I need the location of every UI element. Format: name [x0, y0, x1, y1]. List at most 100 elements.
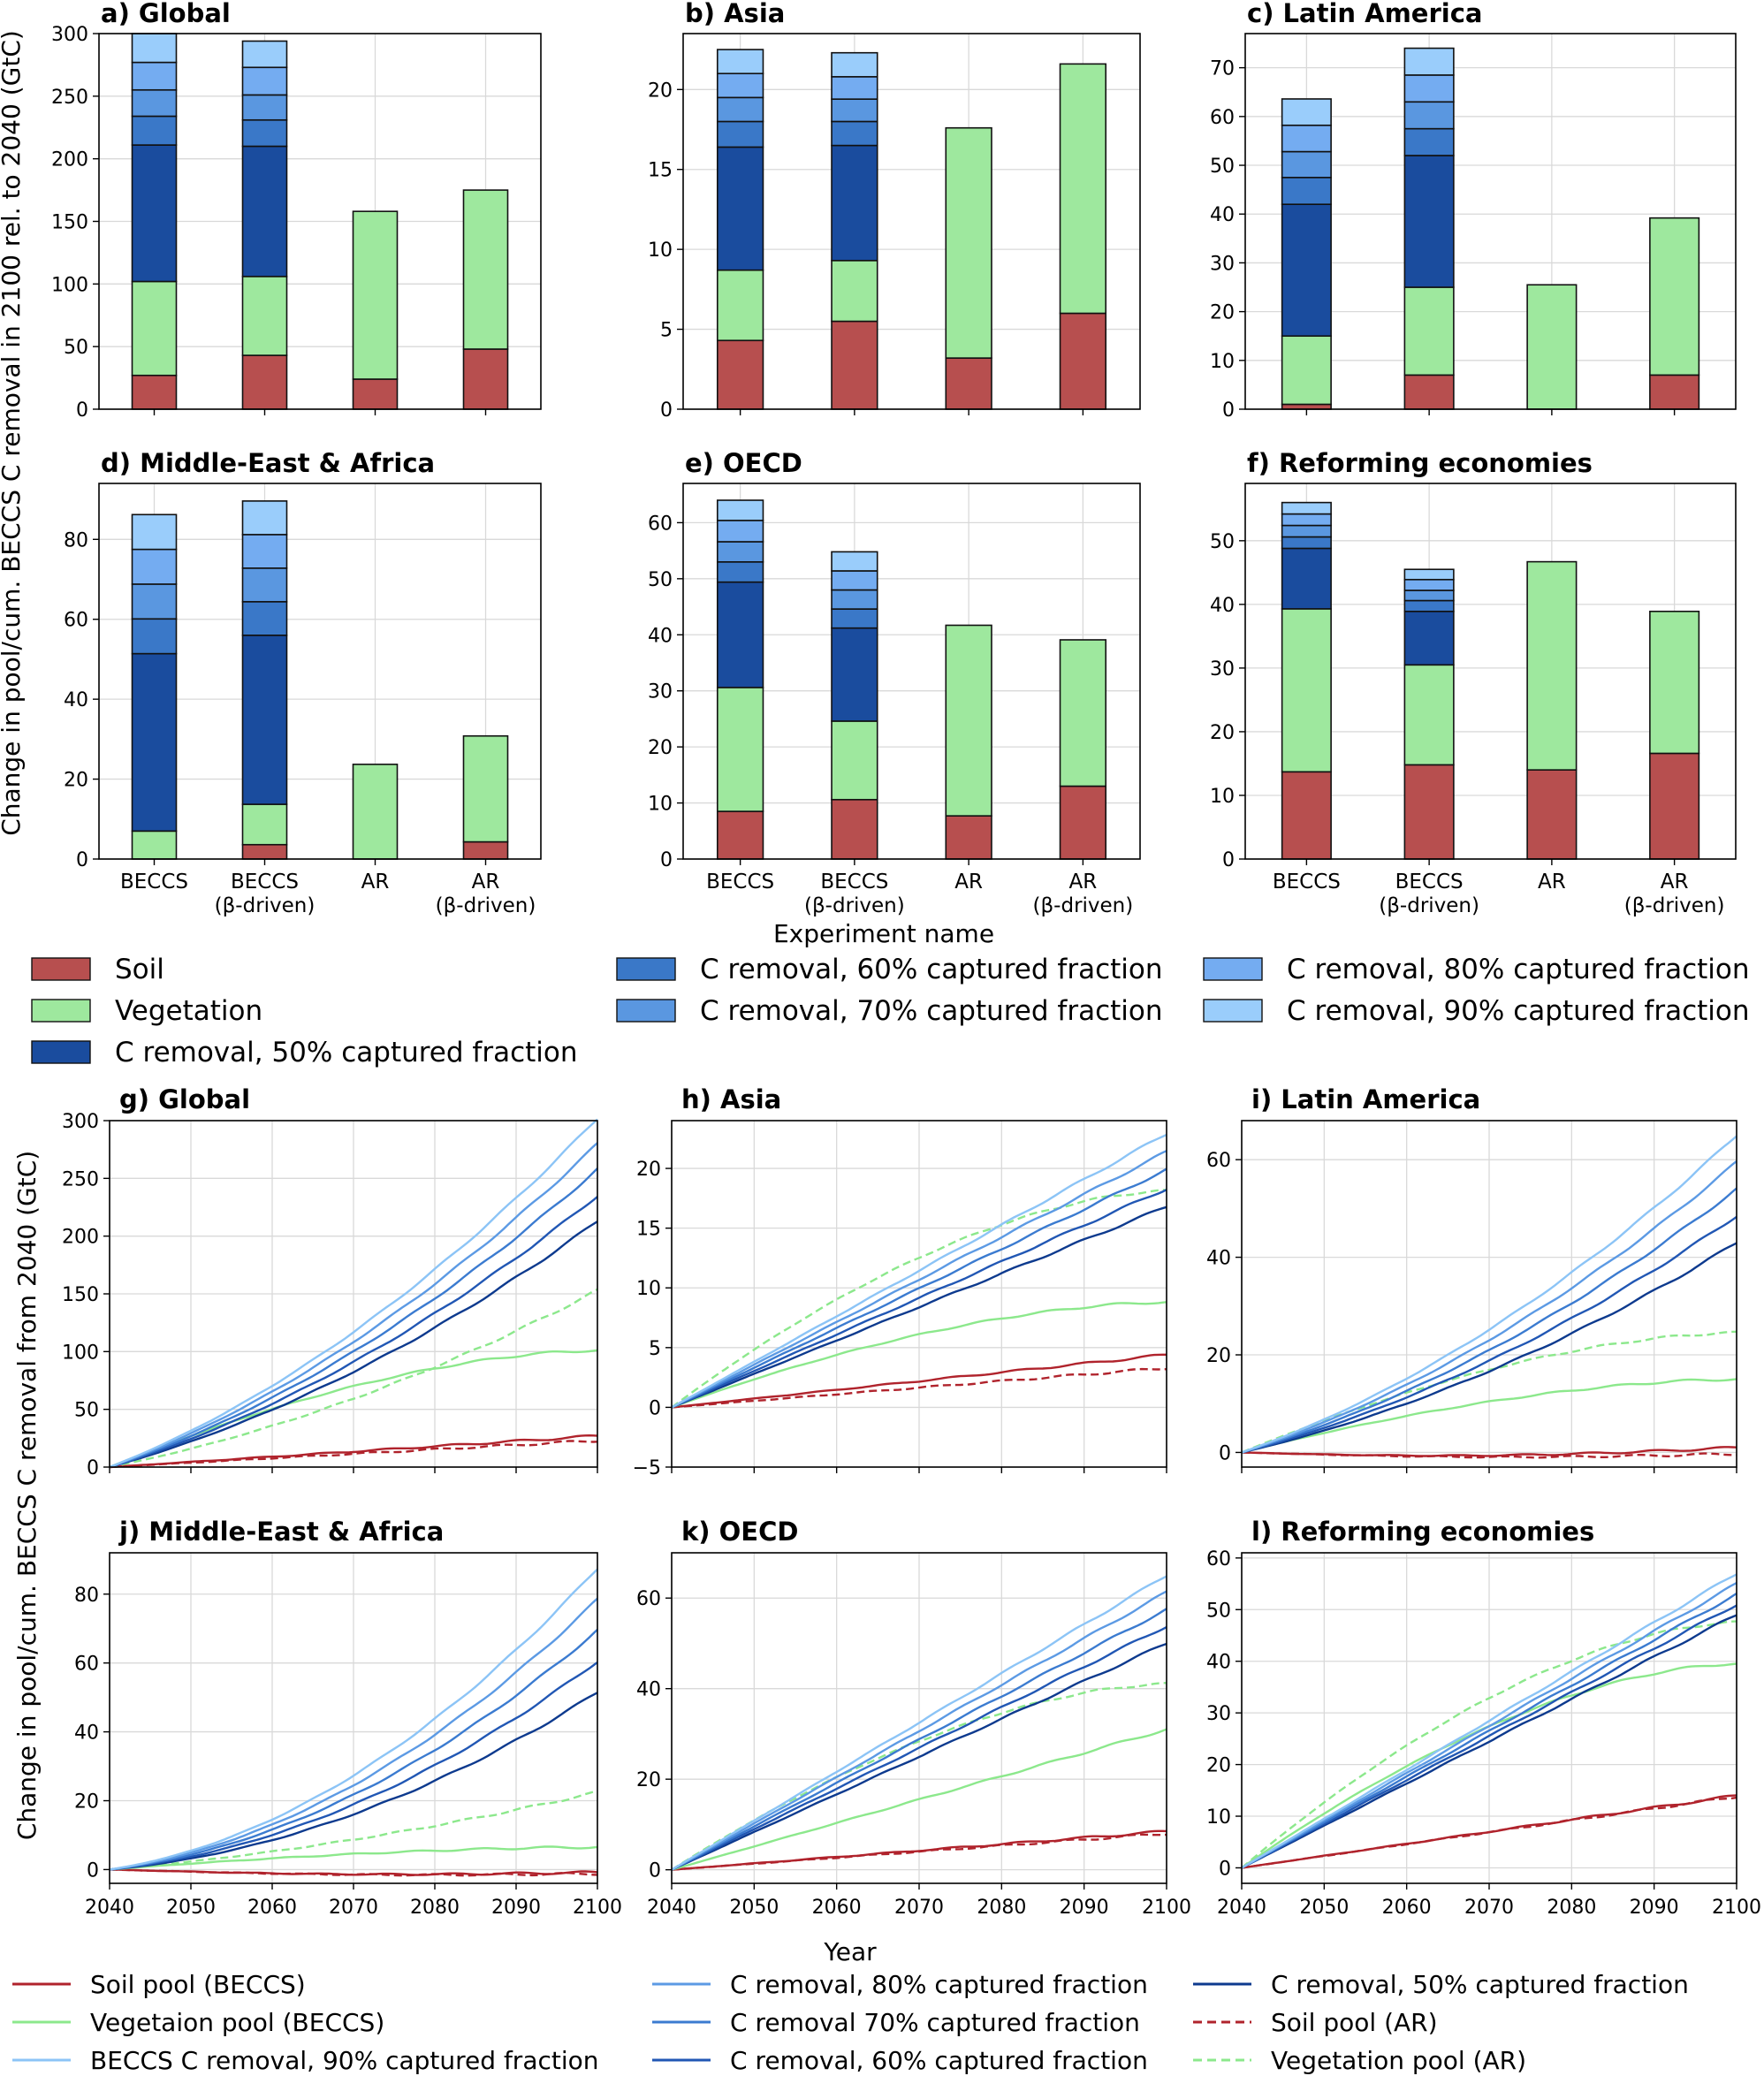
x-tick-label: 2050 [1299, 1897, 1349, 1919]
series-line [1241, 1215, 1737, 1454]
series-line [109, 1597, 598, 1871]
x-tick-label: 2070 [894, 1897, 944, 1919]
y-tick-label: 0 [1222, 849, 1235, 871]
y-tick-label: 0 [76, 849, 88, 871]
y-tick-label: 200 [51, 149, 88, 171]
y-tick-label: 0 [76, 399, 88, 422]
legend-label: C removal, 60% captured fraction [700, 954, 1163, 985]
y-tick-label: 70 [1210, 58, 1235, 80]
bar-vegetation [716, 687, 764, 812]
x-tick-label: 2090 [491, 1897, 541, 1919]
x-tick-label: 2060 [247, 1897, 297, 1919]
x-category-label: (β-driven) [804, 894, 905, 917]
bar-c-removal-80 [1281, 124, 1332, 153]
series-line [109, 1629, 598, 1871]
y-tick-label: 15 [648, 160, 673, 182]
y-tick-label: 60 [74, 1654, 99, 1676]
y-tick-label: −5 [633, 1457, 661, 1479]
bar-c-removal-50 [131, 652, 178, 833]
bar-c-removal-70 [716, 96, 764, 123]
legend-label: C removal, 90% captured fraction [1287, 995, 1750, 1027]
bar-legend: Soil Vegetation C removal, 50% captured fr… [31, 954, 1750, 1068]
bar-c-removal-50 [131, 144, 178, 283]
panel-title: c) Latin America [1247, 0, 1482, 28]
legend-label: Soil pool (BECCS) [90, 1970, 306, 1999]
bar-vegetation [241, 803, 288, 846]
panel-title: g) Global [119, 1084, 250, 1114]
bar-vegetation [1059, 63, 1107, 315]
y-tick-label: 60 [1210, 107, 1235, 129]
x-tick-label: 2100 [573, 1897, 622, 1919]
bar-soil [831, 798, 878, 860]
bar-c-removal-90 [1403, 568, 1455, 581]
bar-c-removal-70 [1403, 101, 1455, 130]
bar-c-removal-80 [831, 76, 878, 100]
bar-c-removal-80 [1281, 513, 1332, 527]
bar-c-removal-60 [831, 608, 878, 629]
bar-c-removal-90 [131, 513, 178, 551]
y-tick-label: 200 [62, 1227, 99, 1249]
series-line [109, 1142, 598, 1469]
bar-c-removal-50 [831, 627, 878, 722]
x-tick-label: 2090 [1060, 1897, 1109, 1919]
series-line [671, 1626, 1167, 1871]
y-tick-label: 100 [62, 1342, 99, 1364]
line-panel-g: 0 50 100 150 200 250 300 g) Global [62, 1084, 598, 1479]
panel-title: k) OECD [681, 1517, 798, 1547]
line-legend: Soil pool (BECCS) Vegetaion pool (BECCS) B… [12, 1970, 1689, 2075]
y-tick-label: 30 [1210, 658, 1235, 681]
bar-vegetation [241, 276, 288, 356]
bar-soil [1059, 785, 1107, 860]
bar-c-removal-60 [241, 601, 288, 636]
bar-c-removal-90 [241, 500, 288, 536]
x-tick-label: 2090 [1630, 1897, 1679, 1919]
x-tick-label: 2050 [729, 1897, 779, 1919]
bar-soil [1059, 312, 1107, 410]
y-tick-label: 10 [636, 1278, 661, 1300]
bar-c-removal-90 [716, 499, 764, 521]
y-tick-label: 15 [636, 1219, 661, 1241]
series-line [109, 1196, 598, 1469]
y-tick-label: 50 [1210, 531, 1235, 553]
bar-c-removal-60 [1403, 599, 1455, 612]
bar-soil [831, 320, 878, 410]
x-category-label: AR [1069, 871, 1098, 894]
y-tick-label: 80 [74, 1585, 99, 1607]
y-tick-label: 30 [648, 681, 673, 703]
bar-soil [1403, 764, 1455, 860]
legend-label: Soil [115, 954, 164, 985]
series-line [1241, 1592, 1737, 1869]
x-category-label: BECCS [120, 871, 188, 894]
series-line [671, 1728, 1167, 1871]
bar-c-removal-60 [1281, 536, 1332, 550]
y-tick-label: 20 [1206, 1345, 1231, 1367]
series-line [671, 1150, 1167, 1409]
series-line [671, 1133, 1167, 1409]
series-line [1241, 1614, 1737, 1869]
legend-label: Vegetation pool (AR) [1271, 2046, 1526, 2075]
line-panel-h: −5 0 5 10 15 20 h) Asia [633, 1084, 1167, 1479]
panel-title: d) Middle-East & Africa [101, 448, 435, 478]
bar-soil [716, 339, 764, 410]
y-tick-label: 40 [1206, 1652, 1231, 1674]
y-tick-label: 20 [1210, 302, 1235, 324]
series-line [671, 1575, 1167, 1871]
y-tick-label: 60 [1206, 1150, 1231, 1172]
y-tick-label: 60 [648, 513, 673, 535]
panel-title: l) Reforming economies [1251, 1517, 1594, 1547]
bar-c-removal-60 [1403, 127, 1455, 156]
bar-vegetation [1403, 664, 1455, 766]
x-tick-label: 2080 [410, 1897, 460, 1919]
series-line [1241, 1573, 1737, 1869]
bar-soil [945, 815, 992, 860]
series-line [109, 1288, 598, 1469]
bar-vegetation [1059, 639, 1107, 787]
bar-c-removal-50 [716, 581, 764, 688]
bar-vegetation [1526, 560, 1578, 771]
bar-c-removal-80 [241, 66, 288, 96]
bar-c-removal-70 [831, 98, 878, 123]
x-category-label: AR [1538, 871, 1566, 894]
y-tick-label: 40 [64, 689, 88, 711]
